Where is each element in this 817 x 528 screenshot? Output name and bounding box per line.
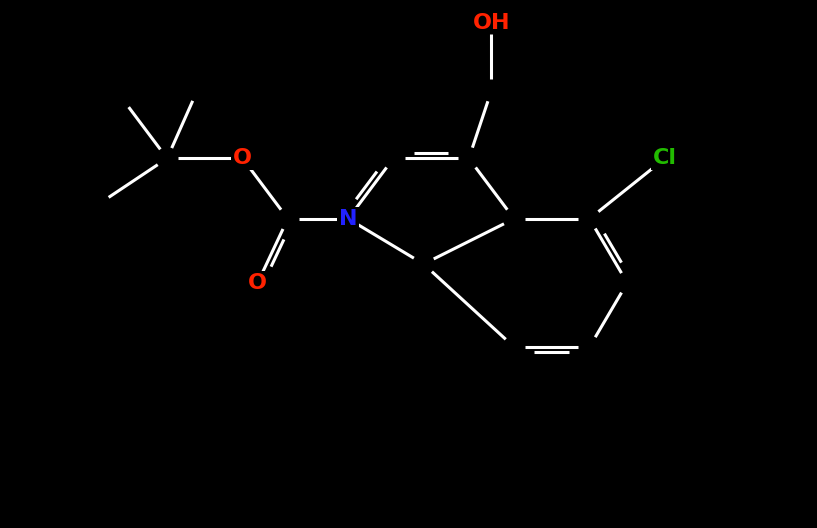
Text: O: O [233,148,252,168]
Text: Cl: Cl [653,148,677,168]
Text: OH: OH [473,13,511,33]
Text: N: N [339,209,357,229]
Text: O: O [248,273,267,293]
